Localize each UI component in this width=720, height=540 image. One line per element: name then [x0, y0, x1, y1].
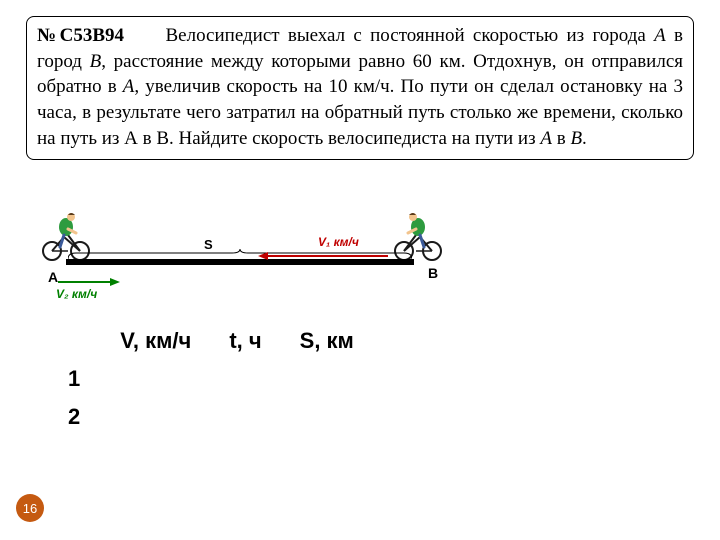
- row-label: 2: [68, 398, 110, 436]
- problem-text-6: .: [582, 128, 587, 149]
- header-t: t, ч: [219, 322, 289, 360]
- problem-text-5: в: [552, 128, 570, 149]
- table-row: 1: [68, 360, 382, 398]
- city-a2: A: [123, 76, 135, 97]
- table-row: 2: [68, 398, 382, 436]
- label-a: A: [48, 269, 58, 285]
- row-t: [219, 398, 289, 436]
- label-v1: V₁ км/ч: [318, 235, 359, 249]
- table-header-row: V, км/ч t, ч S, км: [68, 322, 382, 360]
- header-blank: [68, 322, 110, 360]
- row-v: [110, 360, 219, 398]
- problem-text-1: Велосипедист выехал с постоянной скорост…: [165, 25, 654, 46]
- label-b: B: [428, 265, 438, 281]
- label-s: S: [204, 237, 213, 252]
- row-v: [110, 398, 219, 436]
- row-t: [219, 360, 289, 398]
- label-v2: V₂ км/ч: [56, 287, 97, 301]
- city-a3: A: [540, 128, 552, 149]
- problem-id: №C53B94: [37, 25, 124, 46]
- row-s: [290, 398, 382, 436]
- row-label: 1: [68, 360, 110, 398]
- data-table: V, км/ч t, ч S, км 1 2: [68, 322, 382, 436]
- arrow-v1-icon: [258, 251, 388, 261]
- city-b: B: [90, 51, 102, 72]
- city-a: A: [654, 25, 666, 46]
- page-number-badge: 16: [16, 494, 44, 522]
- header-v: V, км/ч: [110, 322, 219, 360]
- page-number: 16: [23, 501, 37, 516]
- row-s: [290, 360, 382, 398]
- problem-box: №C53B94 Велосипедист выехал с постоянной…: [26, 16, 694, 160]
- header-s: S, км: [290, 322, 382, 360]
- diagram: A B S V₁ км/ч V₂ км/ч: [40, 215, 460, 305]
- arrow-v2-icon: [58, 277, 120, 287]
- city-b2: B: [570, 128, 582, 149]
